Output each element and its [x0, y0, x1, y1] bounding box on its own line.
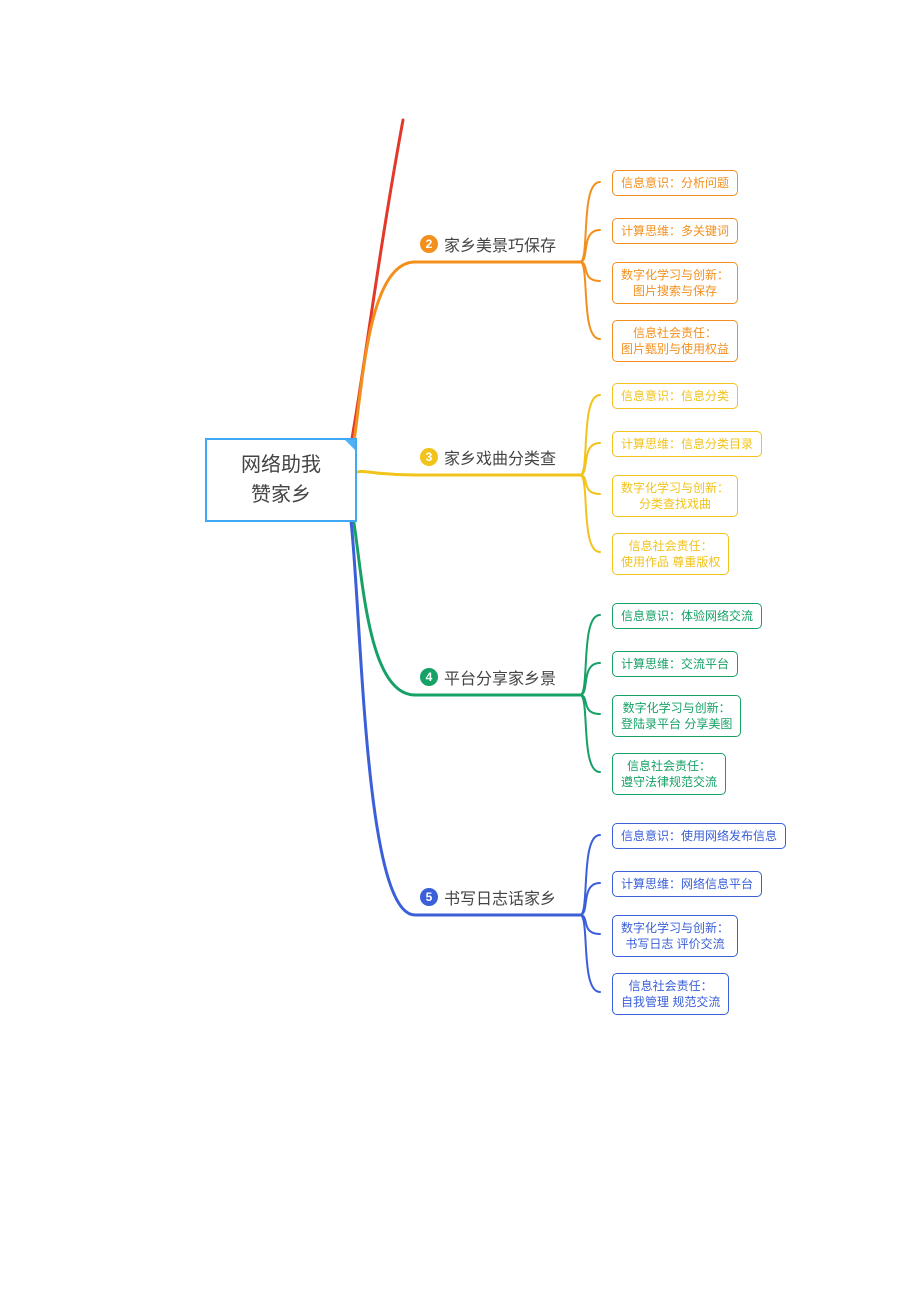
leaf-text-line: 书写日志 评价交流	[621, 936, 729, 952]
leaf-text-line: 自我管理 规范交流	[621, 994, 720, 1010]
leaf-text-line: 登陆录平台 分享美图	[621, 716, 732, 732]
leaf-node[interactable]: 信息社会责任：图片甄别与使用权益	[612, 320, 738, 362]
leaf-node[interactable]: 数字化学习与创新：图片搜索与保存	[612, 262, 738, 304]
branch-label-text: 家乡戏曲分类查	[444, 445, 556, 469]
leaf-text-line: 使用作品 尊重版权	[621, 554, 720, 570]
leaf-text-line: 信息意识：使用网络发布信息	[621, 828, 777, 844]
leaf-text-line: 信息社会责任：	[621, 758, 717, 774]
leaf-node[interactable]: 计算思维：网络信息平台	[612, 871, 762, 897]
leaf-text-line: 数字化学习与创新：	[621, 480, 729, 496]
leaf-text-line: 信息意识：分析问题	[621, 175, 729, 191]
leaf-text-line: 信息意识：信息分类	[621, 388, 729, 404]
root-label-line2: 赞家乡	[221, 480, 341, 510]
leaf-text-line: 计算思维：网络信息平台	[621, 876, 753, 892]
branch-number-badge: 3	[420, 448, 438, 466]
branch-label-b4[interactable]: 4 平台分享家乡景	[420, 665, 556, 689]
branch-label-text: 家乡美景巧保存	[444, 232, 556, 256]
leaf-node[interactable]: 信息意识：体验网络交流	[612, 603, 762, 629]
leaf-node[interactable]: 信息意识：使用网络发布信息	[612, 823, 786, 849]
branch-number-badge: 5	[420, 888, 438, 906]
leaf-text-line: 数字化学习与创新：	[621, 267, 729, 283]
leaf-text-line: 数字化学习与创新：	[621, 700, 732, 716]
branch-label-text: 平台分享家乡景	[444, 665, 556, 689]
mindmap-connectors	[0, 0, 920, 1302]
leaf-text-line: 图片搜索与保存	[621, 283, 729, 299]
branch-number-badge: 2	[420, 235, 438, 253]
root-fold-corner	[343, 438, 357, 452]
leaf-node[interactable]: 数字化学习与创新：登陆录平台 分享美图	[612, 695, 741, 737]
leaf-text-line: 图片甄别与使用权益	[621, 341, 729, 357]
leaf-node[interactable]: 数字化学习与创新：分类查找戏曲	[612, 475, 738, 517]
leaf-text-line: 信息社会责任：	[621, 538, 720, 554]
leaf-text-line: 计算思维：交流平台	[621, 656, 729, 672]
leaf-text-line: 信息社会责任：	[621, 978, 720, 994]
leaf-node[interactable]: 计算思维：多关键词	[612, 218, 738, 244]
branch-label-b3[interactable]: 3 家乡戏曲分类查	[420, 445, 556, 469]
leaf-text-line: 数字化学习与创新：	[621, 920, 729, 936]
leaf-text-line: 信息社会责任：	[621, 325, 729, 341]
leaf-text-line: 信息意识：体验网络交流	[621, 608, 753, 624]
leaf-text-line: 计算思维：信息分类目录	[621, 436, 753, 452]
leaf-node[interactable]: 计算思维：信息分类目录	[612, 431, 762, 457]
leaf-text-line: 计算思维：多关键词	[621, 223, 729, 239]
leaf-text-line: 分类查找戏曲	[621, 496, 729, 512]
branch-number-badge: 4	[420, 668, 438, 686]
branch-label-b5[interactable]: 5 书写日志话家乡	[420, 885, 556, 909]
leaf-node[interactable]: 信息社会责任：遵守法律规范交流	[612, 753, 726, 795]
leaf-node[interactable]: 信息社会责任：使用作品 尊重版权	[612, 533, 729, 575]
root-node[interactable]: 网络助我赞家乡	[205, 438, 357, 522]
branch-label-b2[interactable]: 2 家乡美景巧保存	[420, 232, 556, 256]
leaf-node[interactable]: 信息意识：信息分类	[612, 383, 738, 409]
root-label-line1: 网络助我	[221, 450, 341, 480]
leaf-text-line: 遵守法律规范交流	[621, 774, 717, 790]
leaf-node[interactable]: 数字化学习与创新：书写日志 评价交流	[612, 915, 738, 957]
branch-label-text: 书写日志话家乡	[444, 885, 556, 909]
leaf-node[interactable]: 信息意识：分析问题	[612, 170, 738, 196]
leaf-node[interactable]: 信息社会责任：自我管理 规范交流	[612, 973, 729, 1015]
leaf-node[interactable]: 计算思维：交流平台	[612, 651, 738, 677]
